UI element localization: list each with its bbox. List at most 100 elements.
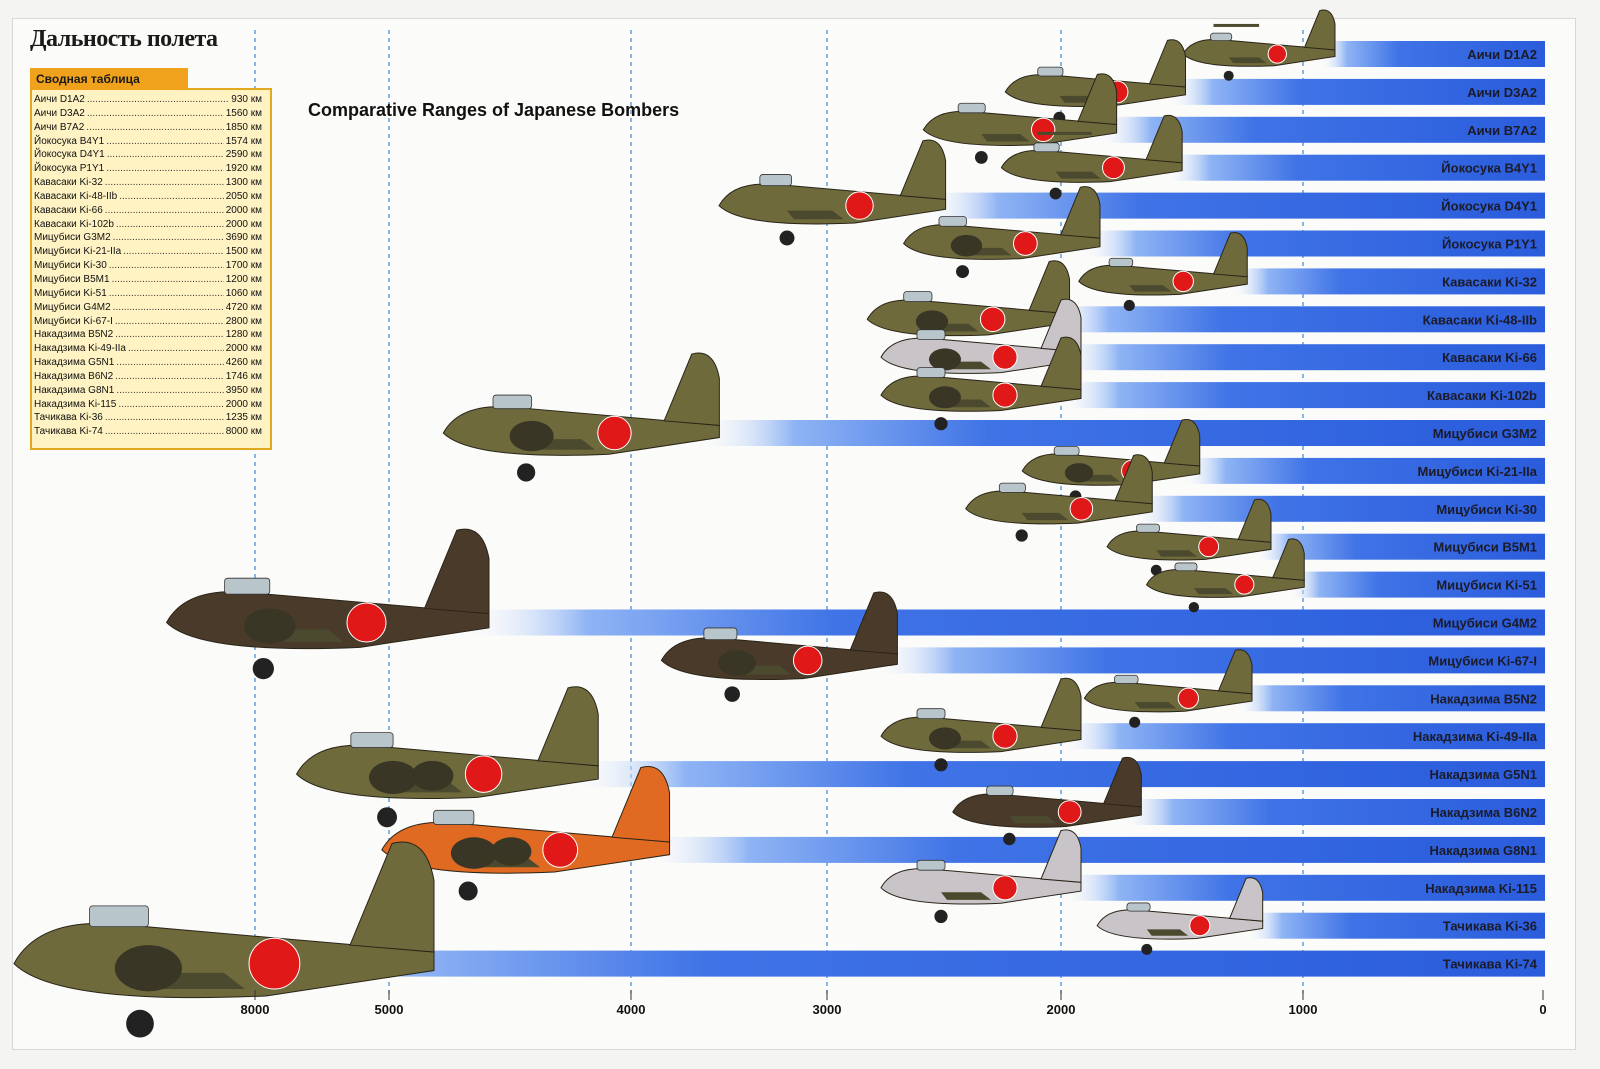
bar-label: Аичи D1A2 — [1467, 47, 1537, 62]
plane-tail — [1114, 454, 1153, 505]
summary-row-value: 3950 км — [225, 384, 262, 396]
plane-illustration — [965, 454, 1153, 542]
plane-engine — [450, 837, 497, 869]
range-bar — [1122, 799, 1545, 825]
summary-row: Йокосука B4Y1...........................… — [34, 135, 262, 149]
hinomaru-roundel — [597, 415, 632, 451]
hinomaru-roundel — [1012, 231, 1038, 256]
summary-row: Кавасаки Ki-48-IIb......................… — [34, 190, 262, 204]
bar-label: Аичи D3A2 — [1467, 85, 1537, 100]
range-bar — [1230, 268, 1545, 295]
summary-row-value: 2590 км — [225, 149, 262, 161]
plane-engine — [929, 348, 961, 371]
summary-row-name: Накадзима B5N2 — [34, 329, 114, 341]
plane-wheel — [458, 881, 478, 901]
hinomaru-roundel — [248, 937, 301, 990]
summary-row-name: Аичи D1A2 — [34, 94, 85, 105]
plane-illustration — [660, 591, 898, 702]
plane-canopy — [938, 216, 967, 227]
plane-wheel — [126, 1009, 154, 1038]
summary-row: Накадзима G5N1..........................… — [34, 356, 262, 370]
plane-canopy — [224, 577, 271, 595]
range-bar — [1182, 457, 1545, 484]
plane-tail — [611, 766, 671, 843]
summary-row-value: 1500 км — [225, 246, 262, 258]
bar-label: Тачикава Ki-74 — [1443, 957, 1538, 972]
plane-tail — [1077, 73, 1118, 126]
summary-row: Тачикава Ki-36..........................… — [34, 411, 262, 425]
plane-engine — [950, 234, 983, 257]
plane-canopy — [903, 291, 933, 302]
plane-canopy — [433, 809, 475, 825]
range-bar — [691, 420, 1545, 446]
plane-fuselage — [952, 793, 1142, 828]
summary-row-leader: ........................................… — [86, 107, 224, 119]
summary-row: Мицубиси G3M2...........................… — [34, 231, 262, 245]
plane-tail — [1028, 260, 1071, 315]
plane-illustration — [880, 336, 1082, 431]
summary-row-leader: ........................................… — [116, 384, 223, 396]
range-bar — [568, 761, 1545, 788]
hinomaru-roundel — [845, 191, 874, 220]
plane-engine — [1064, 463, 1094, 483]
summary-row-leader: ........................................… — [123, 246, 224, 258]
tick-label: 5000 — [375, 1002, 404, 1017]
summary-row-leader: ........................................… — [108, 260, 224, 272]
summary-row-leader: ........................................… — [112, 301, 224, 313]
plane-fuselage — [1106, 530, 1272, 561]
summary-row-name: Кавасаки Ki-48-IIb — [34, 190, 118, 202]
plane-fuselage — [718, 183, 947, 225]
plane-tail — [1040, 336, 1082, 391]
plane-illustration — [880, 298, 1082, 393]
hinomaru-roundel — [1267, 44, 1287, 64]
bar-label: Кавасаки Ki-48-IIb — [1423, 312, 1537, 327]
plane-tail — [1148, 39, 1186, 88]
summary-row-leader: ........................................… — [86, 94, 229, 105]
plane-wing — [1228, 57, 1267, 64]
chart-subtitle: Comparative Ranges of Japanese Bombers — [308, 100, 680, 120]
range-bar — [456, 609, 1545, 636]
bar-label: Мицубиси Ki-30 — [1436, 502, 1537, 517]
summary-row-value: 2000 км — [225, 398, 262, 410]
summary-list: Аичи D1A2...............................… — [34, 93, 262, 439]
plane-fuselage — [965, 490, 1153, 525]
summary-row-name: Кавасаки Ki-66 — [34, 204, 103, 216]
bar-label: Мицубиси G3M2 — [1433, 426, 1537, 441]
summary-row: Накадзима G8N1..........................… — [34, 384, 262, 398]
summary-row-name: Тачикава Ki-36 — [34, 412, 103, 424]
summary-row-value: 930 км — [231, 94, 262, 105]
summary-row-value: 1560 км — [225, 107, 262, 119]
plane-wheel — [1129, 716, 1141, 728]
summary-row-value: 2000 км — [225, 343, 262, 355]
plane-canopy — [1033, 142, 1060, 153]
bar-label: Накадзима G5N1 — [1430, 767, 1537, 782]
hinomaru-roundel — [992, 344, 1018, 370]
summary-row-value: 8000 км — [225, 426, 262, 438]
bar-label: Мицубиси Ki-51 — [1436, 578, 1537, 593]
hinomaru-roundel — [992, 875, 1018, 901]
plane-illustration — [13, 841, 435, 1038]
tick-label: 2000 — [1047, 1002, 1076, 1017]
plane-wheel — [956, 265, 970, 279]
range-bar — [640, 836, 1545, 863]
summary-row-leader: ........................................… — [104, 204, 224, 216]
summary-row-leader: ........................................… — [106, 163, 224, 175]
plane-illustration — [1000, 114, 1183, 200]
plane-illustration — [902, 186, 1101, 279]
plane-wing — [787, 210, 844, 220]
summary-row-leader: ........................................… — [106, 135, 224, 147]
plane-tail — [1102, 756, 1142, 808]
hinomaru-roundel — [1069, 497, 1094, 521]
summary-row-value: 1850 км — [225, 121, 262, 133]
plane-wheel — [252, 657, 274, 680]
plane-tail — [1212, 232, 1248, 278]
plane-illustration — [718, 139, 947, 246]
summary-row: Мицубиси G4M2...........................… — [34, 301, 262, 315]
hinomaru-roundel — [1234, 574, 1255, 595]
summary-row-leader: ........................................… — [86, 121, 223, 133]
summary-row-name: Накадзима Ki-49-IIa — [34, 343, 126, 355]
plane-canopy — [986, 785, 1014, 796]
plane-wheel — [974, 151, 988, 164]
plane-canopy — [957, 102, 986, 114]
plane-tail — [537, 686, 599, 767]
